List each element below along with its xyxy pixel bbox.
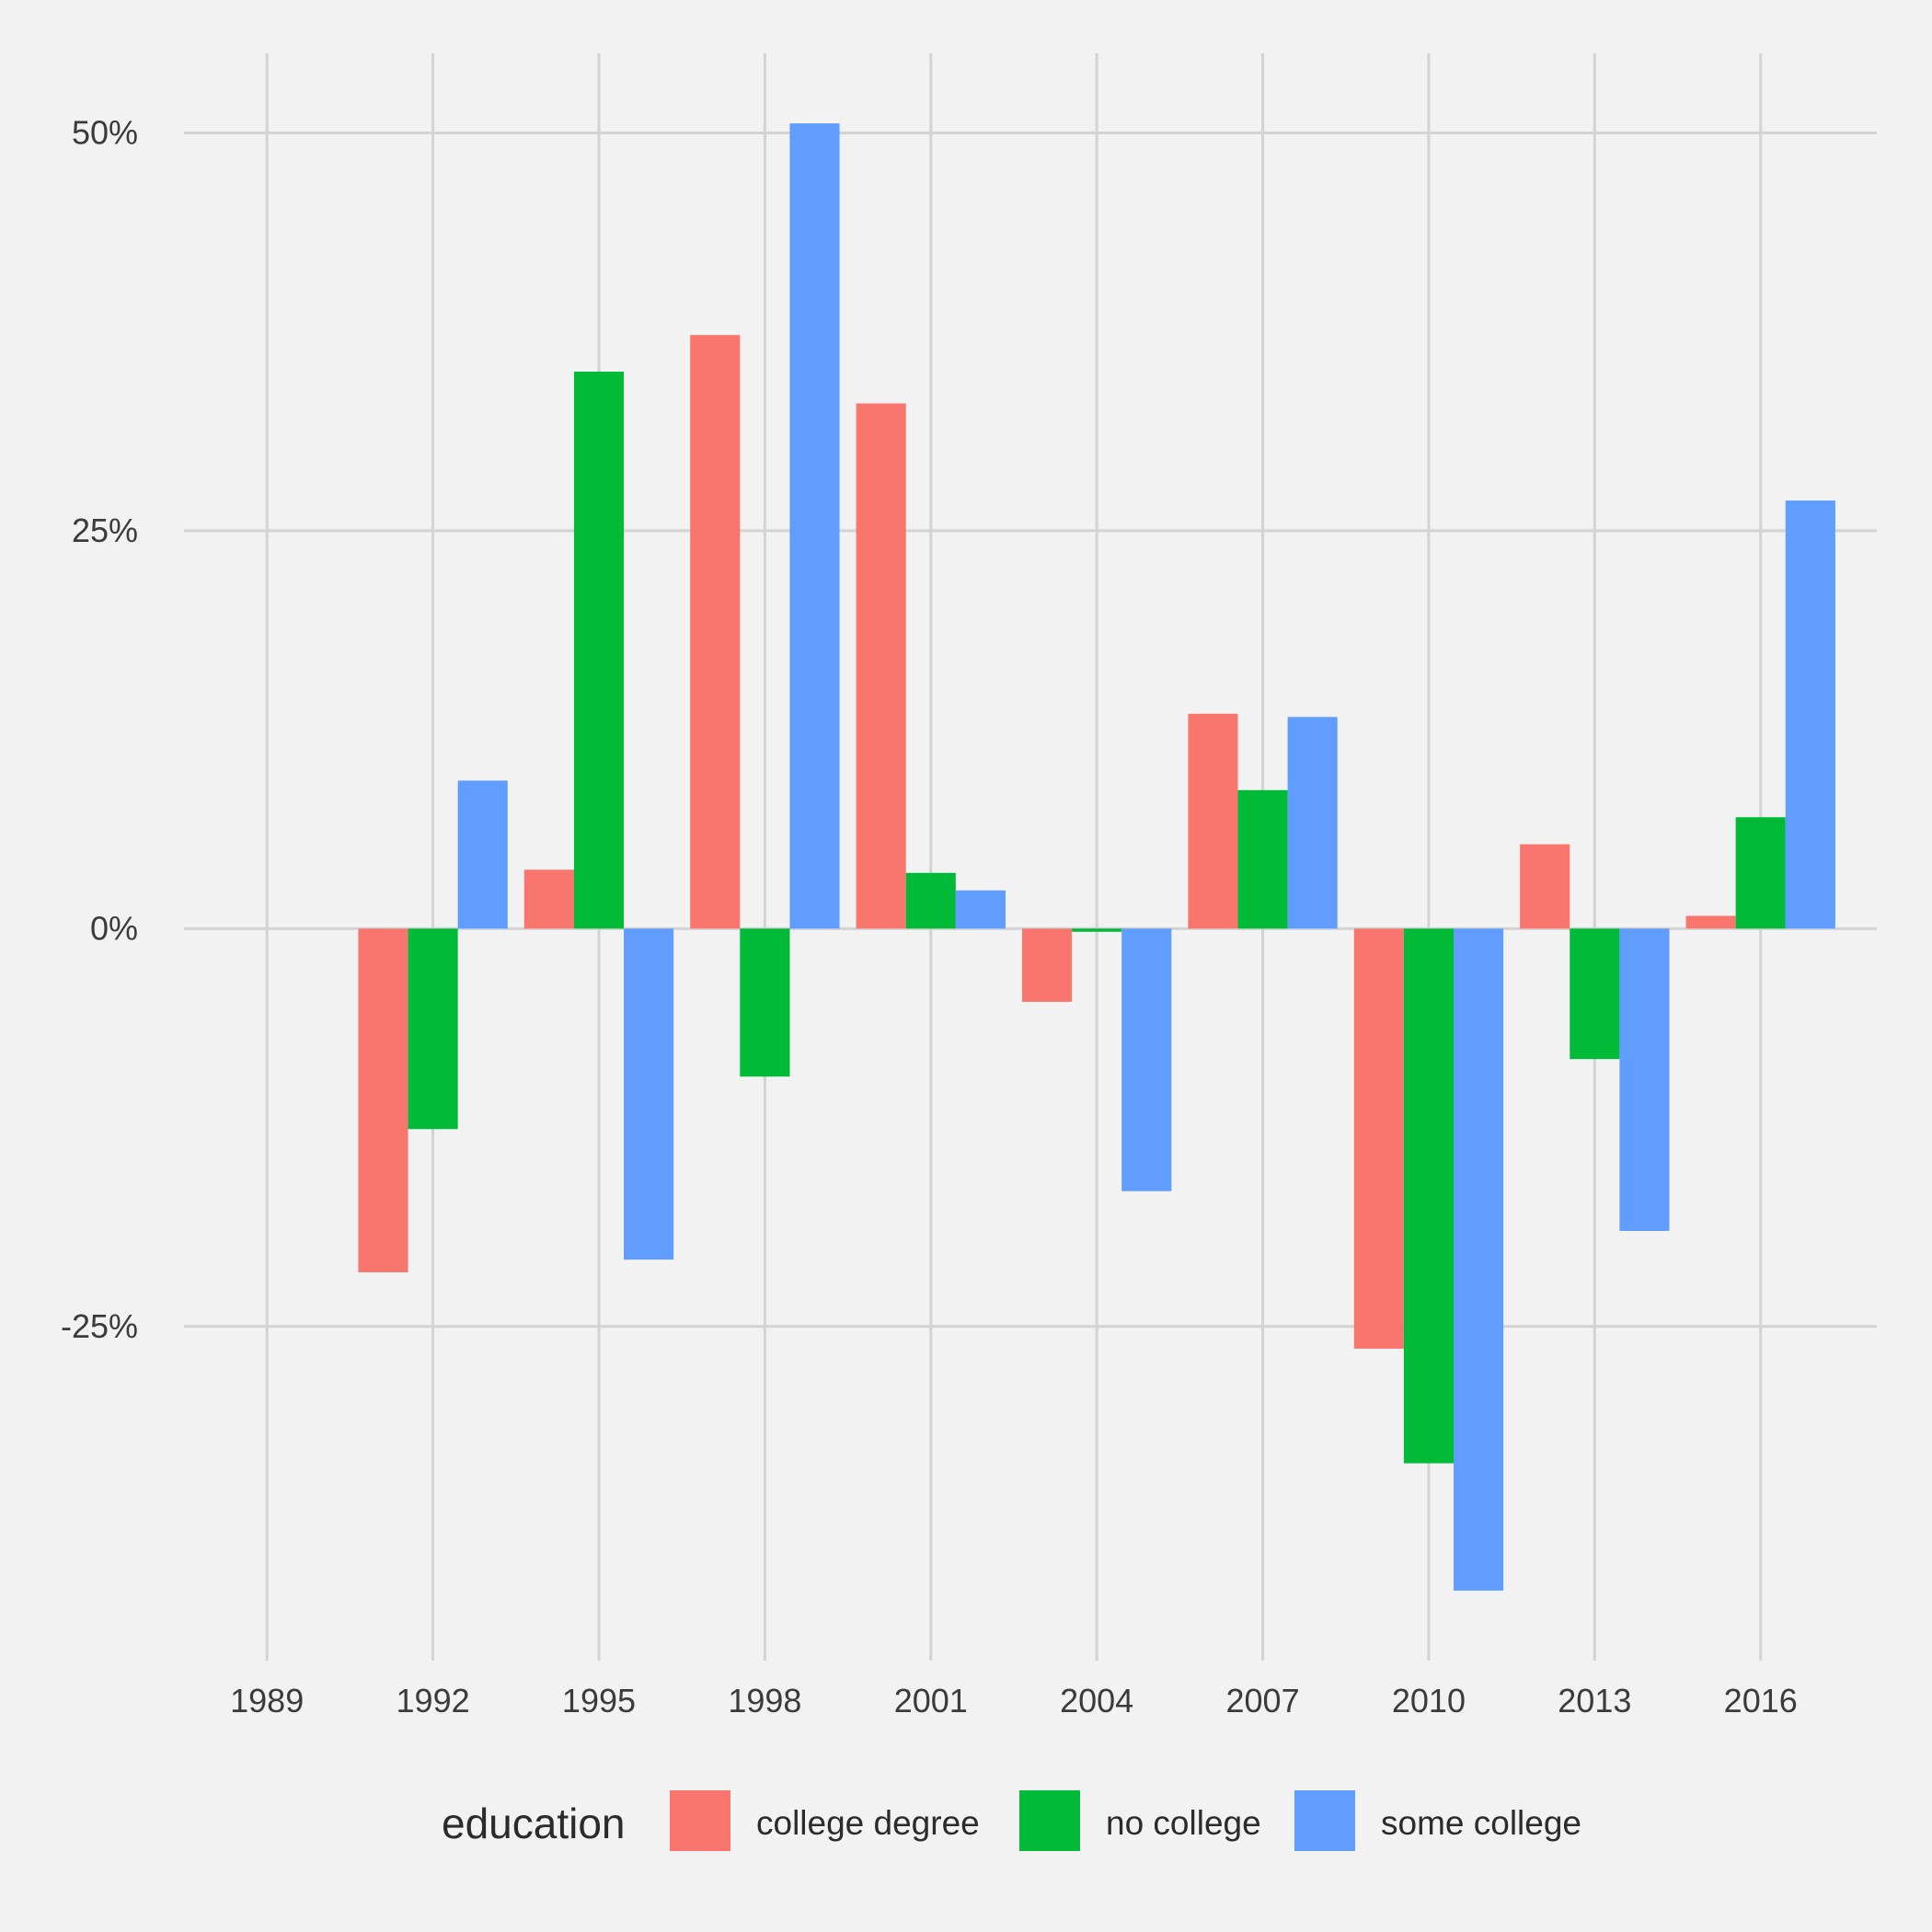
x-axis-tick-labels: 1989 1992 1995 1998 2001 2004 2007 2010 2013 2016 [230,1682,1798,1719]
bar [1685,915,1736,929]
bar [1454,928,1504,1591]
x-tick-label: 2010 [1392,1682,1466,1719]
bar [1520,844,1570,929]
y-tick-label: -25% [61,1307,138,1345]
legend: education college degree no college some c… [442,1790,1581,1851]
bar [1619,928,1670,1231]
bar [1353,928,1404,1349]
legend-item: college degree [670,1790,980,1851]
bar [1188,713,1238,929]
legend-label: college degree [756,1804,980,1842]
x-tick-label: 1992 [397,1682,470,1719]
bar [408,928,458,1130]
legend-title: education [442,1800,626,1847]
bar [358,928,408,1272]
bar [856,403,906,929]
bar [740,928,790,1077]
bar [905,872,956,929]
bar [457,780,508,929]
x-tick-label: 2001 [894,1682,968,1719]
x-tick-label: 2004 [1060,1682,1133,1719]
bar [1121,928,1172,1191]
x-tick-label: 2007 [1226,1682,1300,1719]
bar [955,890,1006,929]
bar [1785,500,1835,929]
y-tick-label: 0% [90,909,138,947]
y-tick-label: 50% [72,113,138,151]
y-axis-tick-labels: 50% 25% 0% -25% [61,113,138,1344]
x-tick-label: 1998 [728,1682,801,1719]
bar [573,371,625,929]
x-tick-label: 2013 [1558,1682,1631,1719]
bar [1072,928,1122,932]
bar [1021,928,1073,1002]
legend-swatch [1294,1790,1355,1851]
bar [789,123,840,929]
x-tick-label: 2016 [1724,1682,1798,1719]
bar [1287,717,1338,929]
legend-label: no college [1106,1804,1261,1842]
x-tick-label: 1989 [230,1682,304,1719]
y-tick-label: 25% [72,512,138,549]
legend-label: some college [1381,1804,1581,1842]
bar [1237,789,1288,929]
legend-items: college degree no college some college [670,1790,1581,1851]
legend-item: no college [1019,1790,1261,1851]
bar [690,335,741,929]
bar [1403,928,1454,1464]
legend-swatch [670,1790,730,1851]
bar [523,869,574,929]
legend-item: some college [1294,1790,1581,1851]
bar [624,928,674,1260]
x-tick-label: 1995 [562,1682,636,1719]
bar [1570,928,1620,1060]
bars [358,123,1835,1591]
legend-swatch [1019,1790,1080,1851]
bar [1735,817,1786,929]
